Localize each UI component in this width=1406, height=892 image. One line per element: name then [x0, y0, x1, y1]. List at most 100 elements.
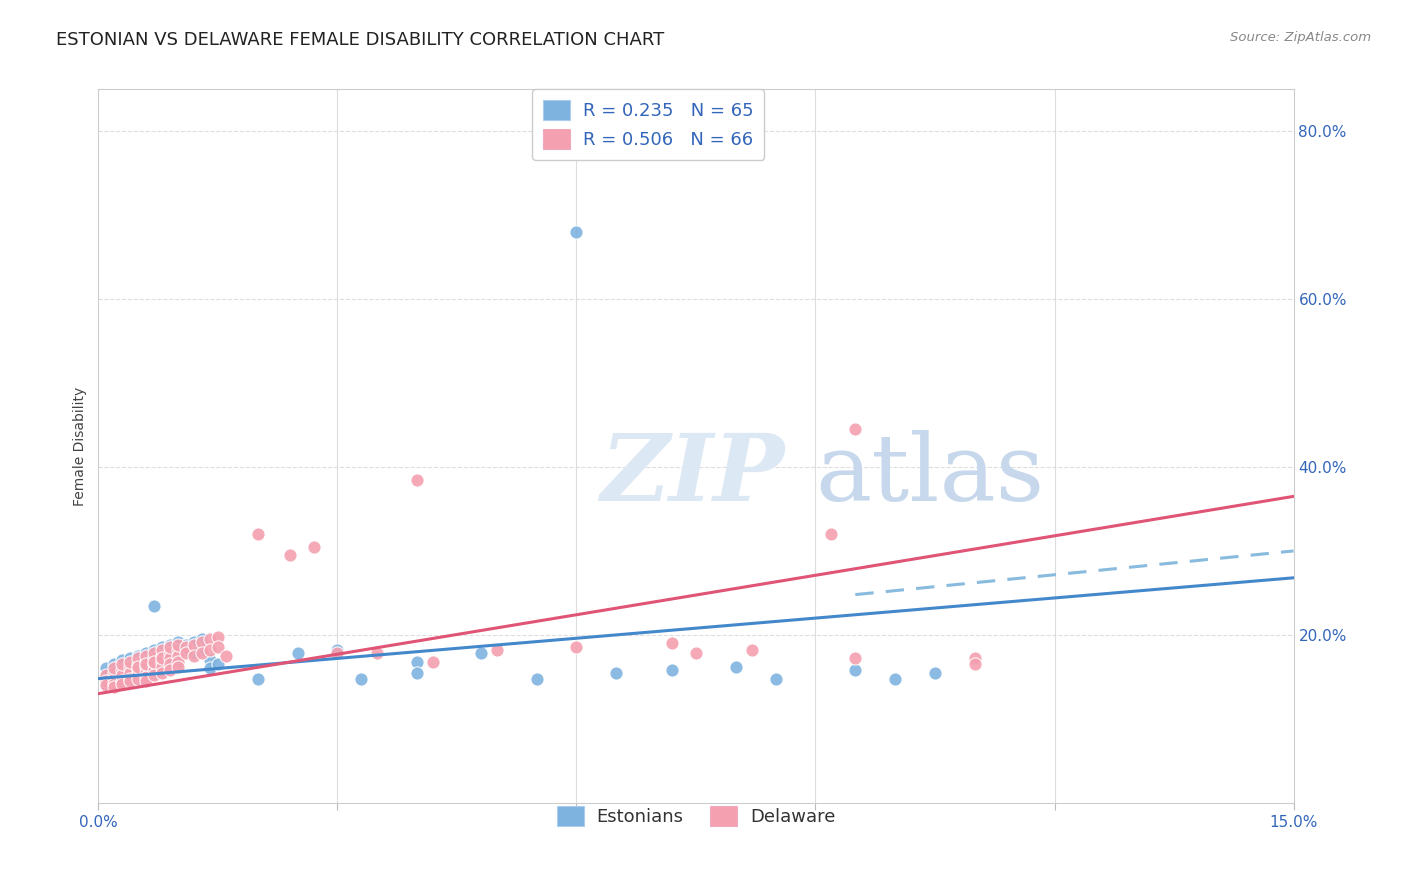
Point: [135, 660, 157, 674]
Point: [96, 674, 118, 689]
Point: [167, 651, 190, 665]
Point: [422, 655, 444, 669]
Point: [159, 660, 181, 674]
Point: [150, 640, 173, 655]
Point: [159, 643, 181, 657]
Point: [167, 638, 190, 652]
Point: [963, 651, 986, 665]
Point: [127, 657, 149, 672]
Point: [143, 663, 166, 677]
Point: [111, 674, 134, 689]
Point: [526, 672, 548, 686]
Point: [103, 661, 125, 675]
Point: [127, 670, 149, 684]
Point: [111, 657, 134, 672]
Point: [159, 657, 181, 672]
Point: [111, 663, 134, 677]
Point: [246, 527, 269, 541]
Point: [167, 657, 190, 672]
Point: [135, 648, 157, 663]
Point: [207, 640, 229, 655]
Point: [287, 646, 309, 660]
Point: [191, 634, 214, 648]
Point: [198, 643, 221, 657]
Point: [246, 672, 269, 686]
Point: [135, 663, 157, 677]
Point: [120, 674, 142, 689]
Point: [278, 548, 301, 562]
Point: [820, 527, 842, 541]
Point: [685, 646, 707, 660]
Point: [143, 646, 166, 660]
Point: [150, 648, 173, 663]
Point: [198, 653, 221, 667]
Point: [150, 651, 173, 665]
Point: [844, 663, 866, 677]
Point: [150, 657, 173, 672]
Point: [135, 674, 157, 689]
Point: [143, 668, 166, 682]
Point: [150, 655, 173, 669]
Point: [207, 630, 229, 644]
Point: [844, 422, 866, 436]
Point: [96, 676, 118, 690]
Point: [111, 674, 134, 689]
Point: [127, 674, 149, 689]
Point: [159, 640, 181, 655]
Point: [844, 651, 866, 665]
Point: [103, 663, 125, 677]
Point: [127, 657, 149, 672]
Point: [167, 648, 190, 663]
Point: [143, 651, 166, 665]
Point: [96, 665, 118, 680]
Point: [741, 643, 763, 657]
Point: [111, 676, 134, 690]
Point: [963, 657, 986, 672]
Point: [135, 668, 157, 682]
Point: [143, 655, 166, 669]
Point: [565, 225, 588, 239]
Point: [120, 672, 142, 686]
Text: ZIP: ZIP: [600, 430, 785, 519]
Point: [120, 663, 142, 677]
Point: [111, 653, 134, 667]
Point: [111, 668, 134, 682]
Point: [167, 655, 190, 669]
Point: [103, 670, 125, 684]
Point: [159, 663, 181, 677]
Point: [143, 648, 166, 663]
Point: [167, 646, 190, 660]
Point: [326, 643, 349, 657]
Point: [406, 473, 429, 487]
Point: [167, 660, 190, 674]
Point: [661, 663, 683, 677]
Point: [143, 665, 166, 680]
Point: [183, 634, 205, 648]
Point: [143, 660, 166, 674]
Legend: Estonians, Delaware: Estonians, Delaware: [550, 798, 842, 833]
Point: [120, 660, 142, 674]
Point: [174, 643, 197, 657]
Point: [111, 665, 134, 680]
Point: [127, 660, 149, 674]
Point: [143, 657, 166, 672]
Point: [111, 672, 134, 686]
Point: [127, 672, 149, 686]
Point: [103, 674, 125, 689]
Point: [103, 665, 125, 680]
Point: [724, 660, 747, 674]
Point: [96, 678, 118, 692]
Point: [470, 646, 492, 660]
Point: [167, 643, 190, 657]
Point: [135, 672, 157, 686]
Point: [605, 665, 627, 680]
Point: [207, 657, 229, 672]
Point: [111, 663, 134, 677]
Point: [150, 660, 173, 674]
Point: [159, 646, 181, 660]
Point: [366, 646, 388, 660]
Point: [191, 646, 214, 660]
Point: [135, 646, 157, 660]
Point: [111, 660, 134, 674]
Point: [150, 663, 173, 677]
